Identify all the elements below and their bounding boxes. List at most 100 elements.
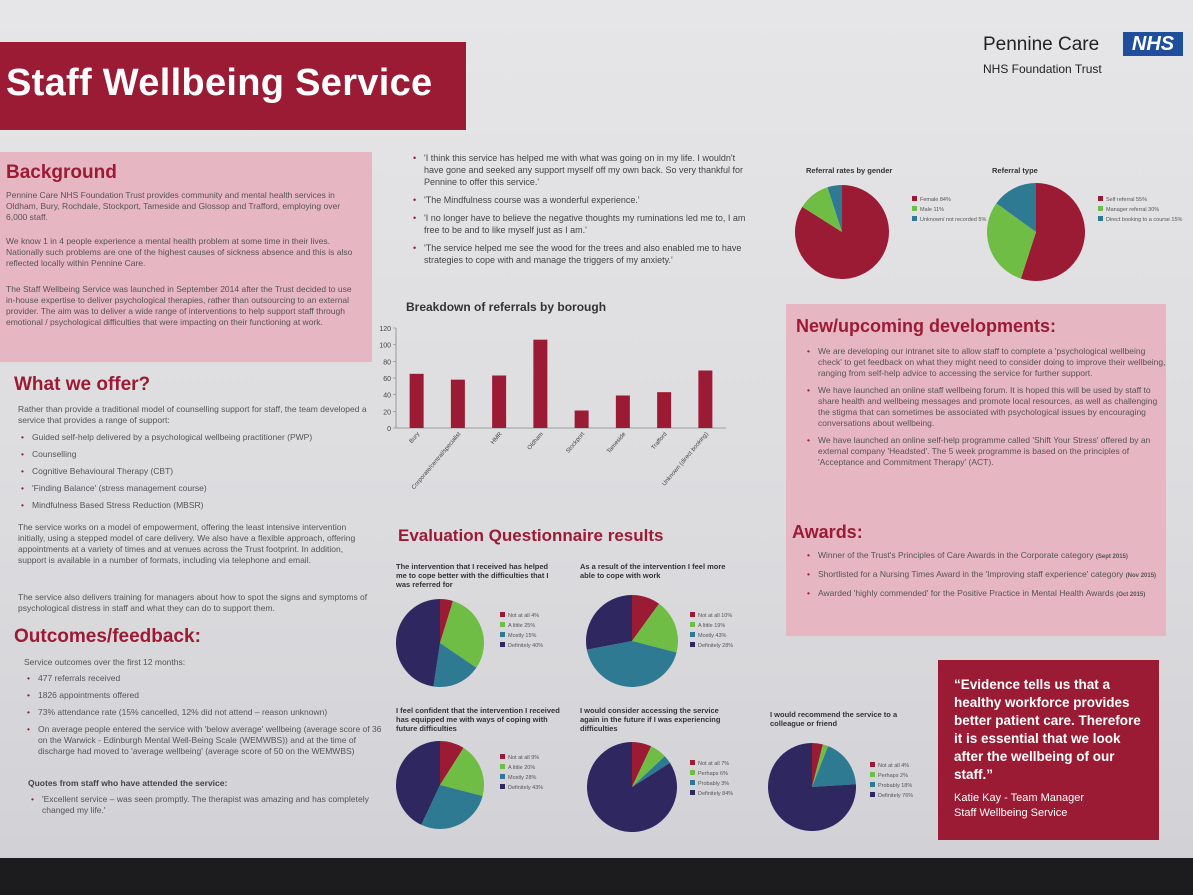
legend-label: Mostly 15% <box>508 633 537 639</box>
list-item: We have launched an online staff wellbei… <box>807 385 1168 429</box>
bar <box>657 392 672 428</box>
bar <box>574 410 589 428</box>
legend-label: A little 25% <box>508 623 535 629</box>
pie-slice <box>812 744 829 787</box>
legend-swatch <box>500 774 505 779</box>
background-section: Background Pennine Care NHS Foundation T… <box>0 152 372 362</box>
developments-list: We are developing our intranet site to a… <box>806 346 1168 474</box>
quote-item: 'I think this service has helped me with… <box>413 152 754 188</box>
list-item: Counselling <box>21 449 382 460</box>
bar <box>409 373 424 428</box>
list-item: 1826 appointments offered <box>27 690 382 701</box>
legend-label: A little 20% <box>508 765 535 771</box>
bar <box>450 379 465 428</box>
pie-slice <box>440 741 464 785</box>
nhs-badge: NHS <box>1123 32 1183 56</box>
legend-label: Not at all 9% <box>508 755 539 761</box>
developments-heading: New/upcoming developments: <box>796 316 1057 336</box>
legend-swatch <box>1098 196 1103 201</box>
offer-para-2: The service also delivers training for m… <box>18 592 368 613</box>
offer-para-1: The service works on a model of empowerm… <box>18 522 356 565</box>
developments-section: New/upcoming developments: We are develo… <box>786 304 1166 636</box>
legend-label: Definitely 40% <box>508 643 543 649</box>
legend-swatch <box>912 216 917 221</box>
outcomes-heading: Outcomes/feedback: <box>14 626 201 647</box>
outcomes-list: 477 referrals received 1826 appointments… <box>26 673 382 763</box>
list-item: 477 referrals received <box>27 673 382 684</box>
list-item: Cognitive Behavioural Therapy (CBT) <box>21 466 382 477</box>
legend-label: Probably 3% <box>698 781 729 787</box>
poster: Staff Wellbeing Service Pennine Care NHS… <box>0 0 1193 858</box>
legend-swatch <box>690 780 695 785</box>
pie-slice <box>987 203 1036 279</box>
y-tick-label: 0 <box>387 426 391 433</box>
y-tick-label: 120 <box>379 326 391 333</box>
legend-swatch <box>690 790 695 795</box>
background-para-2: We know 1 in 4 people experience a menta… <box>6 236 353 268</box>
logo-subtitle: NHS Foundation Trust <box>983 62 1102 76</box>
eval-q5-title: I would recommend the service to a colle… <box>770 710 898 728</box>
legend-swatch <box>870 762 875 767</box>
y-tick-label: 60 <box>383 376 391 383</box>
nhs-logo: Pennine Care NHS NHS Foundation Trust <box>983 30 1193 80</box>
pie-slice <box>433 643 477 687</box>
pie-slice <box>586 595 632 650</box>
eval-q4-title: I would consider accessing the service a… <box>580 706 721 733</box>
legend-swatch <box>690 770 695 775</box>
logo-name: Pennine Care <box>983 34 1100 55</box>
legend-label: Unknown/ not recorded 5% <box>920 217 986 223</box>
type-chart-title: Referral type <box>992 166 1038 175</box>
awards-heading: Awards: <box>792 522 863 542</box>
legend-label: Perhaps 6% <box>698 771 728 777</box>
outcomes-intro: Service outcomes over the first 12 month… <box>24 657 186 667</box>
list-item: Mindfulness Based Stress Reduction (MBSR… <box>21 500 382 511</box>
legend-label: Not at all 10% <box>698 613 732 619</box>
pie-slice <box>440 600 484 668</box>
pie-slice <box>421 785 483 829</box>
legend-label: Perhaps 2% <box>878 773 908 779</box>
pie-slice <box>396 599 440 687</box>
legend-label: Not at all 4% <box>508 613 539 619</box>
quote-item: 'The service helped me see the wood for … <box>413 242 754 266</box>
pie-slice <box>1020 183 1085 281</box>
evaluation-heading: Evaluation Questionnaire results <box>398 526 664 545</box>
award-text: Winner of the Trust's Principles of Care… <box>818 550 1094 560</box>
legend-swatch <box>1098 216 1103 221</box>
eval-q2-title: As a result of the intervention I feel m… <box>580 562 726 580</box>
offer-intro: Rather than provide a traditional model … <box>18 404 367 425</box>
background-heading: Background <box>6 162 117 183</box>
gender-chart-title: Referral rates by gender <box>806 166 893 175</box>
legend-swatch <box>500 642 505 647</box>
pie-slice <box>632 746 665 787</box>
legend-label: Female 84% <box>920 197 951 203</box>
pie-slice <box>586 742 677 833</box>
legend-label: Definitely 84% <box>698 791 733 797</box>
pie-slice <box>802 187 842 232</box>
borough-bar-chart: 020406080100120BuryCorporate/central/spe… <box>379 326 726 491</box>
award-date: (Oct 2015) <box>1116 592 1146 598</box>
pie-slice <box>812 743 823 787</box>
award-item: Shortlisted for a Nursing Times Award in… <box>807 569 1168 582</box>
staff-quotes: 'I think this service has helped me with… <box>412 152 754 272</box>
legend-label: Direct booking to a course 15% <box>1106 217 1183 223</box>
y-tick-label: 100 <box>379 343 391 350</box>
pie-slice <box>632 603 678 653</box>
title-banner: Staff Wellbeing Service <box>0 42 466 130</box>
list-item: 73% attendance rate (15% cancelled, 12% … <box>27 707 382 718</box>
pie-slice <box>996 183 1036 232</box>
y-tick-label: 80 <box>383 359 391 366</box>
legend-label: Mostly 28% <box>508 775 537 781</box>
legend-label: Manager referral 30% <box>1106 207 1159 213</box>
quotes-heading: Quotes from staff who have attended the … <box>28 778 228 788</box>
legend-label: Male 11% <box>920 207 944 213</box>
list-item: We have launched an online self-help pro… <box>807 435 1168 468</box>
list-item: On average people entered the service wi… <box>27 724 382 757</box>
page-title: Staff Wellbeing Service <box>6 62 433 104</box>
bar <box>698 370 713 428</box>
pie-slice <box>632 756 670 787</box>
legend-label: Not at all 4% <box>878 763 909 769</box>
pie-charts-layer: Female 84% Male 11% Unknown/ not recorded … <box>396 183 1183 833</box>
floor-shadow <box>0 858 1193 895</box>
legend-swatch <box>690 642 695 647</box>
list-item: We are developing our intranet site to a… <box>807 346 1168 379</box>
